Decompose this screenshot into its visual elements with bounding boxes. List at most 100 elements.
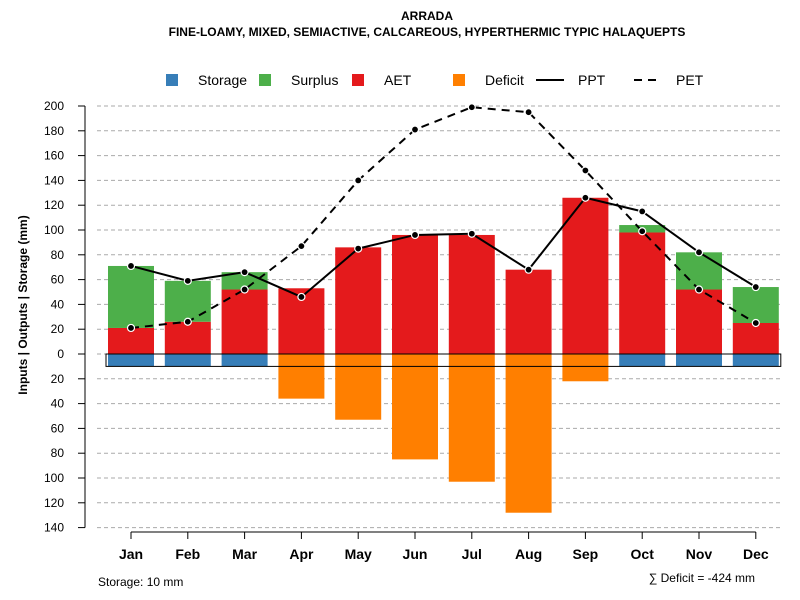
x-tick-label: Nov <box>686 546 713 562</box>
legend-swatch <box>259 74 271 86</box>
deficit-bar <box>562 354 609 382</box>
ppt-point <box>183 276 192 285</box>
surplus-bar <box>676 252 722 290</box>
ppt-point <box>694 248 704 257</box>
legend-label: Storage <box>198 72 247 88</box>
y-tick-label: 20 <box>51 372 65 386</box>
y-tick-label: 160 <box>44 149 64 163</box>
aet-bar <box>108 327 154 354</box>
x-tick-label: Feb <box>175 546 200 562</box>
storage-bar <box>221 354 268 367</box>
y-tick-label: 60 <box>51 421 65 435</box>
y-tick-label: 120 <box>44 198 64 212</box>
ppt-point <box>354 244 363 253</box>
y-tick-label: 120 <box>44 496 64 510</box>
surplus-bar <box>164 280 211 322</box>
y-tick-label: 100 <box>44 223 64 237</box>
pet-point <box>410 125 420 134</box>
legend-label: Deficit <box>485 72 524 88</box>
x-tick-label: Oct <box>631 546 655 562</box>
legend-label: PPT <box>578 72 606 88</box>
legend-swatch <box>166 74 178 86</box>
pet-point <box>297 242 306 251</box>
aet-bar <box>448 234 495 354</box>
pet-point <box>126 323 136 333</box>
ppt-line <box>130 196 757 299</box>
legend-item: Surplus <box>259 72 338 88</box>
deficit-bar <box>448 354 495 482</box>
y-tick-label: 100 <box>44 471 64 485</box>
pet-point <box>354 176 363 185</box>
storage-bar <box>108 354 154 367</box>
legend-item: AET <box>352 72 412 88</box>
x-tick-label: Aug <box>515 546 542 562</box>
storage-bar <box>164 354 211 367</box>
legend-item: Deficit <box>453 72 524 88</box>
legend-swatch <box>352 74 364 86</box>
y-tick-label: 0 <box>57 347 64 361</box>
storage-bar <box>619 354 666 367</box>
pet-point <box>524 108 533 117</box>
y-tick-label: 140 <box>44 521 64 535</box>
deficit-bar <box>505 354 552 513</box>
storage-outline <box>105 353 782 367</box>
y-tick-label: 180 <box>44 124 64 138</box>
pet-point <box>751 318 760 328</box>
legend-swatch <box>453 74 465 86</box>
y-tick-label: 80 <box>51 248 65 262</box>
ppt-point <box>297 292 306 302</box>
pet-point <box>638 227 647 236</box>
aet-bar <box>335 247 382 354</box>
x-tick-label: May <box>345 546 372 562</box>
deficit-bar <box>278 354 325 399</box>
y-tick-label: 60 <box>51 273 65 287</box>
legend-item: PPT <box>536 72 606 88</box>
x-tick-label: Dec <box>743 546 769 562</box>
chart-title: ARRADA <box>401 9 453 23</box>
pet-point <box>581 166 590 175</box>
aet-bar <box>505 269 552 354</box>
y-tick-label: 80 <box>51 446 65 460</box>
deficit-bar <box>335 354 382 420</box>
x-tick-label: Jan <box>119 546 143 562</box>
storage-bar <box>676 354 722 367</box>
legend-label: PET <box>676 72 704 88</box>
grid-lines <box>97 105 780 529</box>
aet-bar <box>676 289 722 354</box>
aet-bar <box>562 197 609 354</box>
aet-bar <box>392 234 438 354</box>
x-tick-label: Jun <box>403 546 428 562</box>
x-tick-label: Mar <box>232 546 257 562</box>
y-tick-label: 20 <box>51 322 65 336</box>
pet-point <box>467 103 476 112</box>
surplus-bar <box>108 265 154 328</box>
y-tick-label: 40 <box>51 397 65 411</box>
storage-note: Storage: 10 mm <box>98 575 183 589</box>
y-tick-label: 140 <box>44 173 64 187</box>
legend-item: Storage <box>166 72 247 88</box>
bar-series <box>105 197 782 513</box>
ppt-point <box>467 229 476 238</box>
x-tick-label: Apr <box>289 546 314 562</box>
pet-point <box>694 285 704 294</box>
y-tick-label: 200 <box>44 99 64 113</box>
pet-point <box>240 285 249 294</box>
chart-subtitle: FINE-LOAMY, MIXED, SEMIACTIVE, CALCAREOU… <box>169 25 686 39</box>
ppt-point <box>524 265 533 274</box>
aet-bar <box>619 232 666 354</box>
line-series <box>126 103 760 333</box>
aet-bar <box>221 289 268 354</box>
aet-bar <box>164 321 211 354</box>
ppt-point <box>638 207 647 216</box>
legend-label: AET <box>384 72 412 88</box>
axes: 2001801601401201008060402002040608010012… <box>44 99 769 562</box>
pet-point <box>183 317 192 326</box>
ppt-point <box>126 261 136 271</box>
ppt-point <box>751 282 760 292</box>
surplus-bar <box>732 287 779 323</box>
legend: Storage Surplus AET Deficit PPT PET <box>166 72 704 88</box>
x-tick-label: Sep <box>573 546 599 562</box>
storage-bar <box>732 354 779 367</box>
ppt-point <box>410 230 420 240</box>
